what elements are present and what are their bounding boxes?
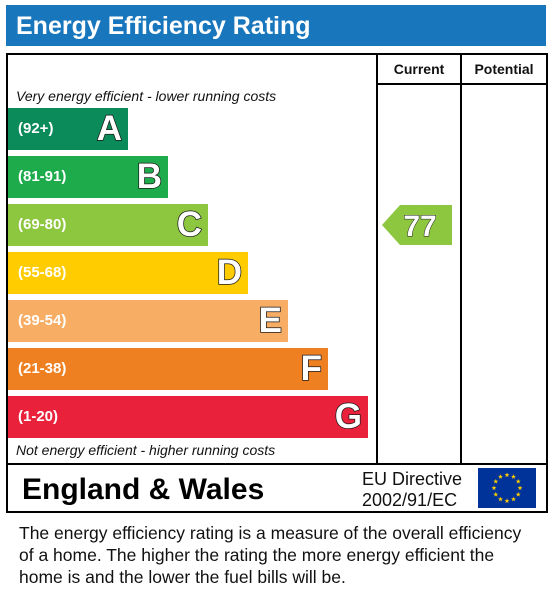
eu-star: [511, 496, 516, 502]
eu-flag-icon: [478, 468, 536, 508]
eu-directive: EU Directive 2002/91/EC: [362, 469, 462, 511]
eu-star: [493, 478, 499, 484]
band-a-range: (92+): [18, 120, 54, 137]
band-f-range: (21-38): [18, 360, 67, 377]
band-d-letter: D: [216, 252, 243, 293]
band-e-range: (39-54): [18, 312, 67, 329]
band-f: (21-38) F: [8, 348, 328, 390]
band-b-range: (81-91): [18, 168, 67, 185]
current-column-divider: [376, 55, 378, 463]
eu-star: [504, 472, 510, 478]
chart-title: Energy Efficiency Rating: [16, 12, 311, 40]
eu-star: [491, 485, 497, 491]
band-b-letter: B: [136, 156, 163, 197]
current-header: Current: [393, 61, 445, 77]
potential-column-divider: [460, 55, 462, 463]
footer: England & Wales EU Directive 2002/91/EC: [6, 463, 548, 513]
header-divider: [378, 83, 546, 85]
eu-star: [515, 478, 521, 484]
band-d: (55-68) D: [8, 252, 248, 294]
band-c: (69-80) C: [8, 204, 208, 246]
current-rating-value: 77: [403, 210, 436, 243]
eu-star: [511, 474, 516, 479]
current-rating-arrow: 77: [382, 205, 452, 245]
eu-star: [498, 474, 503, 479]
band-e: (39-54) E: [8, 300, 288, 342]
caption-top: Very energy efficient - lower running co…: [16, 88, 277, 104]
eu-star: [515, 491, 521, 497]
band-g-letter: G: [334, 396, 363, 437]
band-b: (81-91) B: [8, 156, 168, 198]
title-bar: Energy Efficiency Rating: [6, 5, 546, 46]
caption-bottom: Not energy efficient - higher running co…: [16, 442, 276, 458]
band-d-range: (55-68): [18, 264, 67, 281]
current-rating-arrow-shape: [382, 205, 452, 245]
rating-chart: Current Potential Very energy efficient …: [6, 53, 548, 465]
directive-line-1: EU Directive: [362, 469, 463, 489]
band-a-letter: A: [96, 108, 123, 149]
eu-star: [493, 491, 499, 497]
band-g-range: (1-20): [18, 408, 59, 425]
eu-star: [504, 498, 510, 504]
eu-star: [498, 496, 503, 502]
eu-star: [517, 485, 523, 491]
region-label: England & Wales: [22, 473, 265, 506]
potential-header: Potential: [474, 61, 534, 77]
band-f-letter: F: [300, 348, 323, 389]
band-c-range: (69-80): [18, 216, 67, 233]
band-c-letter: C: [176, 204, 203, 245]
directive-line-2: 2002/91/EC: [362, 490, 458, 510]
band-g: (1-20) G: [8, 396, 368, 438]
band-a: (92+) A: [8, 108, 128, 150]
band-e-letter: E: [258, 300, 283, 341]
description-text: The energy efficiency rating is a measur…: [19, 523, 522, 587]
